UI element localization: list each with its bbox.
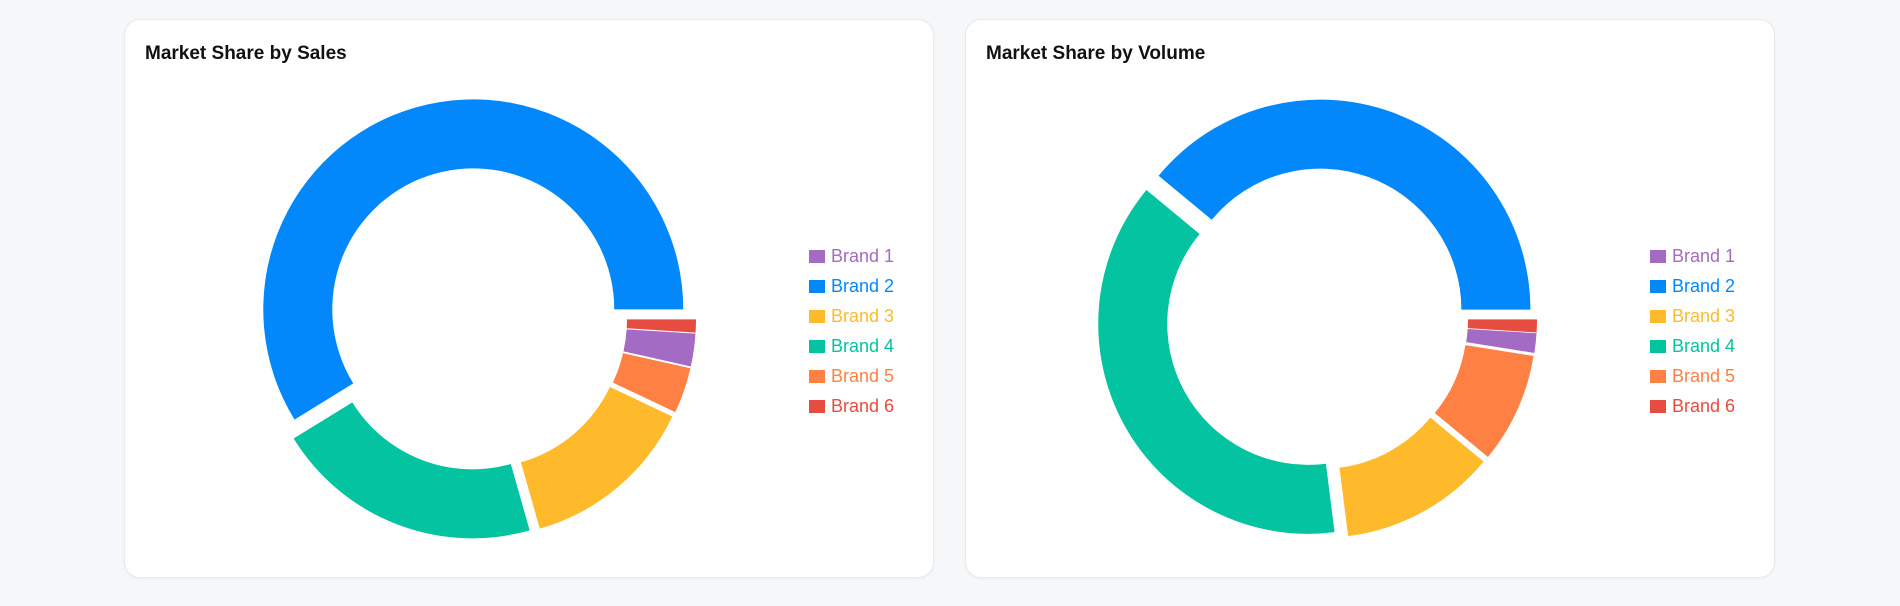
legend-swatch bbox=[809, 340, 825, 353]
legend-item-brand-5[interactable]: Brand 5 bbox=[809, 366, 894, 386]
legend-label: Brand 5 bbox=[1672, 366, 1735, 386]
donut-slice-brand-4[interactable] bbox=[1098, 189, 1335, 534]
legend-label: Brand 6 bbox=[1672, 396, 1735, 416]
legend-swatch bbox=[1650, 280, 1666, 293]
donut-slice-brand-2[interactable] bbox=[1158, 99, 1531, 310]
donut-slice-brand-6[interactable] bbox=[1467, 319, 1537, 333]
legend-label: Brand 2 bbox=[831, 276, 894, 296]
donut-slice-brand-5[interactable] bbox=[612, 353, 691, 413]
legend-label: Brand 4 bbox=[1672, 336, 1735, 356]
donut-slice-brand-1[interactable] bbox=[1466, 328, 1537, 353]
legend-item-brand-6[interactable]: Brand 6 bbox=[1650, 396, 1735, 416]
legend-item-brand-6[interactable]: Brand 6 bbox=[809, 396, 894, 416]
legend-swatch bbox=[1650, 340, 1666, 353]
legend-label: Brand 6 bbox=[831, 396, 894, 416]
chart-title: Market Share by Volume bbox=[986, 43, 1206, 64]
legend-item-brand-2[interactable]: Brand 2 bbox=[809, 276, 894, 296]
volume-donut-chart: Brand 1 Brand 2 Brand 3 Brand 4 Brand 5 Brand… bbox=[1098, 99, 1735, 537]
legend-item-brand-4[interactable]: Brand 4 bbox=[1650, 336, 1735, 356]
legend-item-brand-5[interactable]: Brand 5 bbox=[1650, 366, 1735, 386]
legend-swatch bbox=[809, 370, 825, 383]
legend-label: Brand 3 bbox=[1672, 306, 1735, 326]
legend-swatch bbox=[809, 310, 825, 323]
legend-item-brand-4[interactable]: Brand 4 bbox=[809, 336, 894, 356]
legend-swatch bbox=[1650, 250, 1666, 263]
volume-chart-card: Market Share by Volume Brand 1 Brand 2 Bra… bbox=[965, 19, 1775, 578]
legend-swatch bbox=[1650, 310, 1666, 323]
donut-slice-brand-1[interactable] bbox=[623, 329, 696, 367]
donut-slice-brand-3[interactable] bbox=[520, 386, 673, 529]
legend-item-brand-1[interactable]: Brand 1 bbox=[1650, 246, 1735, 266]
legend-item-brand-3[interactable]: Brand 3 bbox=[1650, 306, 1735, 326]
donut-slice-brand-4[interactable] bbox=[293, 402, 530, 539]
donut-slice-brand-2[interactable] bbox=[263, 99, 684, 420]
legend-label: Brand 5 bbox=[831, 366, 894, 386]
donut-slice-brand-6[interactable] bbox=[626, 319, 696, 333]
legend-label: Brand 1 bbox=[831, 246, 894, 266]
chart-title: Market Share by Sales bbox=[145, 43, 347, 64]
legend-label: Brand 3 bbox=[831, 306, 894, 326]
legend-label: Brand 1 bbox=[1672, 246, 1735, 266]
legend-swatch bbox=[809, 280, 825, 293]
sales-donut-chart: Brand 1 Brand 2 Brand 3 Brand 4 Brand 5 Brand… bbox=[263, 99, 894, 539]
legend-item-brand-2[interactable]: Brand 2 bbox=[1650, 276, 1735, 296]
sales-chart-card: Market Share by Sales Brand 1 Brand 2 Bran… bbox=[124, 19, 934, 578]
legend-label: Brand 2 bbox=[1672, 276, 1735, 296]
legend-label: Brand 4 bbox=[831, 336, 894, 356]
legend-swatch bbox=[1650, 400, 1666, 413]
donut-slice-brand-3[interactable] bbox=[1339, 417, 1484, 537]
donut-slice-brand-5[interactable] bbox=[1434, 345, 1534, 457]
legend-item-brand-1[interactable]: Brand 1 bbox=[809, 246, 894, 266]
legend-swatch bbox=[1650, 370, 1666, 383]
legend-item-brand-3[interactable]: Brand 3 bbox=[809, 306, 894, 326]
legend-swatch bbox=[809, 400, 825, 413]
legend-swatch bbox=[809, 250, 825, 263]
